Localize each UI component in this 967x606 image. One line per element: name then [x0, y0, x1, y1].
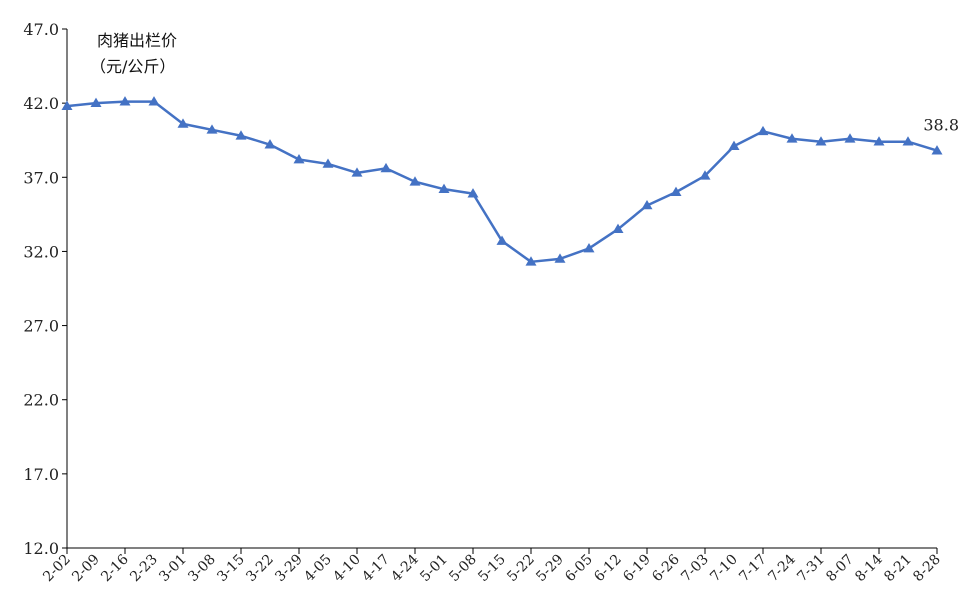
- x-tick-label: 7-10: [707, 552, 741, 586]
- data-point-marker: [786, 133, 798, 143]
- data-point-marker: [902, 136, 914, 146]
- data-point-marker: [525, 256, 537, 266]
- x-tick-label: 5-22: [504, 552, 538, 586]
- x-tick-label: 7-17: [736, 552, 770, 586]
- x-tick-label: 3-01: [156, 552, 190, 586]
- data-point-marker: [757, 125, 769, 136]
- x-tick-label: 3-15: [214, 552, 248, 586]
- y-tick-label: 37.0: [23, 168, 59, 187]
- x-tick-label: 5-08: [446, 552, 480, 586]
- x-tick-label: 4-24: [388, 551, 422, 585]
- x-tick-label: 2-16: [98, 551, 132, 585]
- y-tick-label: 32.0: [23, 242, 59, 261]
- x-tick-label: 7-24: [765, 551, 799, 585]
- x-tick-label: 6-05: [562, 552, 596, 586]
- data-point-marker: [380, 162, 392, 173]
- y-ticks: 12.0 17.0 22.0 27.0 32.0 37.0 42.0 47.0: [23, 20, 67, 558]
- x-tick-label: 4-17: [359, 552, 393, 586]
- x-tick-label: 5-29: [533, 552, 567, 586]
- chart-title: 肉猪出栏价: [97, 31, 177, 50]
- data-point-marker: [235, 130, 247, 140]
- data-point-marker: [293, 153, 305, 164]
- y-tick-label: 12.0: [23, 539, 59, 558]
- data-point-marker: [61, 100, 73, 110]
- x-tick-label: 3-29: [272, 552, 306, 586]
- x-tick-label: 2-23: [127, 552, 161, 586]
- data-point-marker: [873, 136, 885, 146]
- data-point-marker: [554, 253, 566, 263]
- data-point-marker: [670, 186, 682, 196]
- y-tick-label: 27.0: [23, 317, 59, 336]
- data-point-marker: [583, 242, 595, 253]
- data-point-marker: [177, 118, 189, 128]
- y-tick-label: 47.0: [23, 20, 59, 39]
- x-tick-label: 3-22: [243, 552, 277, 586]
- x-tick-label: 4-05: [301, 552, 335, 586]
- data-point-marker: [815, 136, 827, 146]
- x-ticks: 2-022-092-162-233-013-083-153-223-294-05…: [40, 548, 944, 585]
- x-tick-label: 6-26: [649, 551, 683, 585]
- x-tick-label: 4-10: [330, 552, 364, 586]
- data-point-marker: [90, 97, 102, 107]
- data-point-marker: [351, 167, 363, 177]
- x-tick-label: 2-09: [69, 552, 103, 586]
- axes: [66, 29, 937, 549]
- x-tick-label: 6-12: [591, 552, 625, 586]
- x-tick-label: 6-19: [620, 552, 654, 586]
- data-point-marker: [409, 176, 421, 186]
- x-tick-label: 7-03: [678, 552, 712, 586]
- y-tick-label: 17.0: [23, 465, 59, 484]
- data-point-marker: [119, 96, 131, 106]
- x-tick-label: 5-15: [475, 552, 509, 586]
- data-point-marker: [641, 199, 653, 210]
- data-point-marker: [728, 140, 740, 150]
- x-tick-label: 8-07: [823, 552, 857, 586]
- series-group: 38.8: [61, 96, 959, 266]
- data-point-marker: [931, 145, 943, 155]
- data-point-marker: [496, 235, 508, 245]
- data-label: 38.8: [923, 116, 959, 135]
- data-point-marker: [612, 223, 624, 234]
- data-point-marker: [467, 188, 479, 198]
- x-tick-label: 8-28: [910, 552, 944, 586]
- data-point-marker: [438, 183, 450, 193]
- x-tick-label: 5-01: [417, 552, 451, 586]
- x-tick-label: 8-14: [852, 551, 886, 585]
- data-point-marker: [322, 158, 334, 168]
- x-tick-label: 7-31: [794, 552, 828, 586]
- y-tick-label: 22.0: [23, 391, 59, 410]
- y-tick-label: 42.0: [23, 94, 59, 113]
- data-point-marker: [699, 170, 711, 180]
- data-point-marker: [264, 139, 276, 149]
- chart-subtitle: （元/公斤）: [90, 57, 175, 76]
- data-point-marker: [148, 96, 160, 106]
- data-point-marker: [844, 133, 856, 143]
- x-tick-label: 8-21: [881, 552, 915, 586]
- x-tick-label: 3-08: [185, 552, 219, 586]
- data-point-marker: [206, 124, 218, 134]
